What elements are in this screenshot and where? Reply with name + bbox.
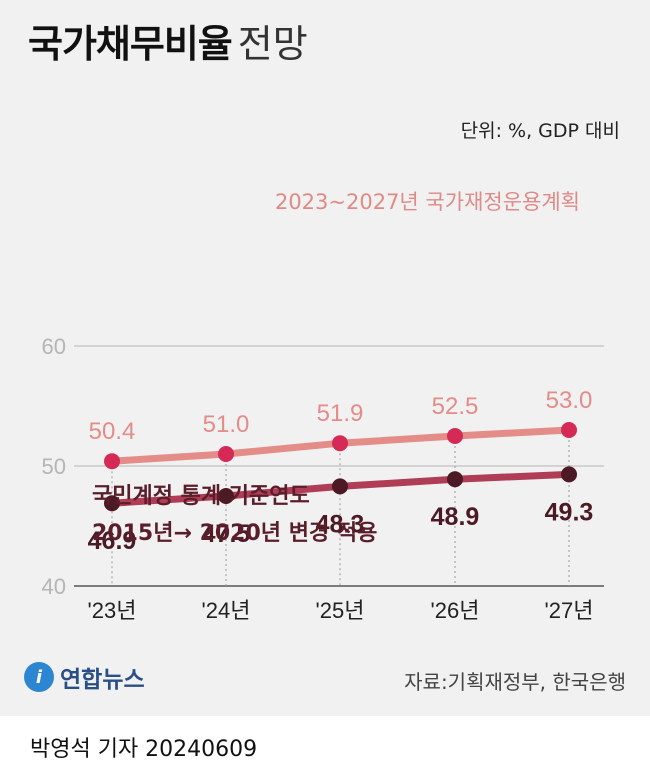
- revised-data-label: 47.5: [202, 520, 251, 548]
- plan-data-label: 53.0: [546, 387, 593, 414]
- y-tick-label: 40: [42, 574, 66, 599]
- revised-point: [104, 495, 120, 512]
- x-tick-label: '24년: [202, 598, 251, 623]
- plan-data-label: 51.0: [203, 411, 250, 438]
- title-sub: 전망: [237, 22, 308, 66]
- unit-label: 단위: %, GDP 대비: [460, 120, 620, 142]
- line-chart: 40 50 60 '23년 '24년 '25년 '26년 '27년 50.4 51.0 51.9 52…: [42, 334, 604, 623]
- revised-point: [447, 471, 463, 488]
- revised-series-label: 국민계정 통계 기준연도 2015년→ 2020년 변경 적용: [92, 478, 377, 552]
- revised-data-label: 48.3: [316, 510, 365, 538]
- plan-data-label: 50.4: [89, 418, 136, 445]
- footer: [0, 716, 650, 778]
- revised-point: [332, 478, 348, 495]
- x-tick-label: '23년: [88, 598, 137, 623]
- plan-point: [561, 422, 577, 438]
- yonhap-logo: i 연합뉴스: [24, 660, 145, 694]
- plan-series-label: 2023~2027년 국가재정운용계획: [274, 190, 580, 214]
- plan-point: [447, 428, 463, 444]
- x-tick-label: '27년: [545, 598, 594, 623]
- revised-point: [561, 466, 577, 483]
- reporter-credit: 박영석 기자 20240609: [30, 737, 258, 762]
- source-text: 자료:기획재정부, 한국은행: [404, 670, 626, 694]
- revised-point: [218, 488, 234, 504]
- plan-data-label: 51.9: [317, 400, 364, 427]
- revised-data-label: 46.9: [88, 527, 137, 555]
- note-line-1: 국민계정 통계 기준연도: [92, 484, 310, 509]
- revised-data-label: 49.3: [545, 498, 594, 526]
- yonhap-logo-icon: i: [24, 662, 54, 692]
- x-tick-label: '26년: [431, 598, 480, 623]
- title-main: 국가채무비율: [28, 22, 233, 66]
- revised-data-label: 48.9: [431, 503, 480, 531]
- y-tick-label: 60: [42, 334, 66, 359]
- plan-point: [332, 435, 348, 452]
- x-tick-label: '25년: [316, 598, 365, 623]
- chart-panel: [0, 0, 650, 716]
- logo-text: 연합뉴스: [60, 667, 145, 693]
- plan-point: [218, 446, 234, 462]
- y-tick-label: 50: [42, 454, 66, 479]
- plan-data-label: 52.5: [432, 393, 479, 420]
- page-title: 국가채무비율 전망: [28, 14, 308, 74]
- plan-point: [104, 453, 120, 470]
- note-line-2: 2015년→ 2020년 변경 적용: [92, 521, 378, 546]
